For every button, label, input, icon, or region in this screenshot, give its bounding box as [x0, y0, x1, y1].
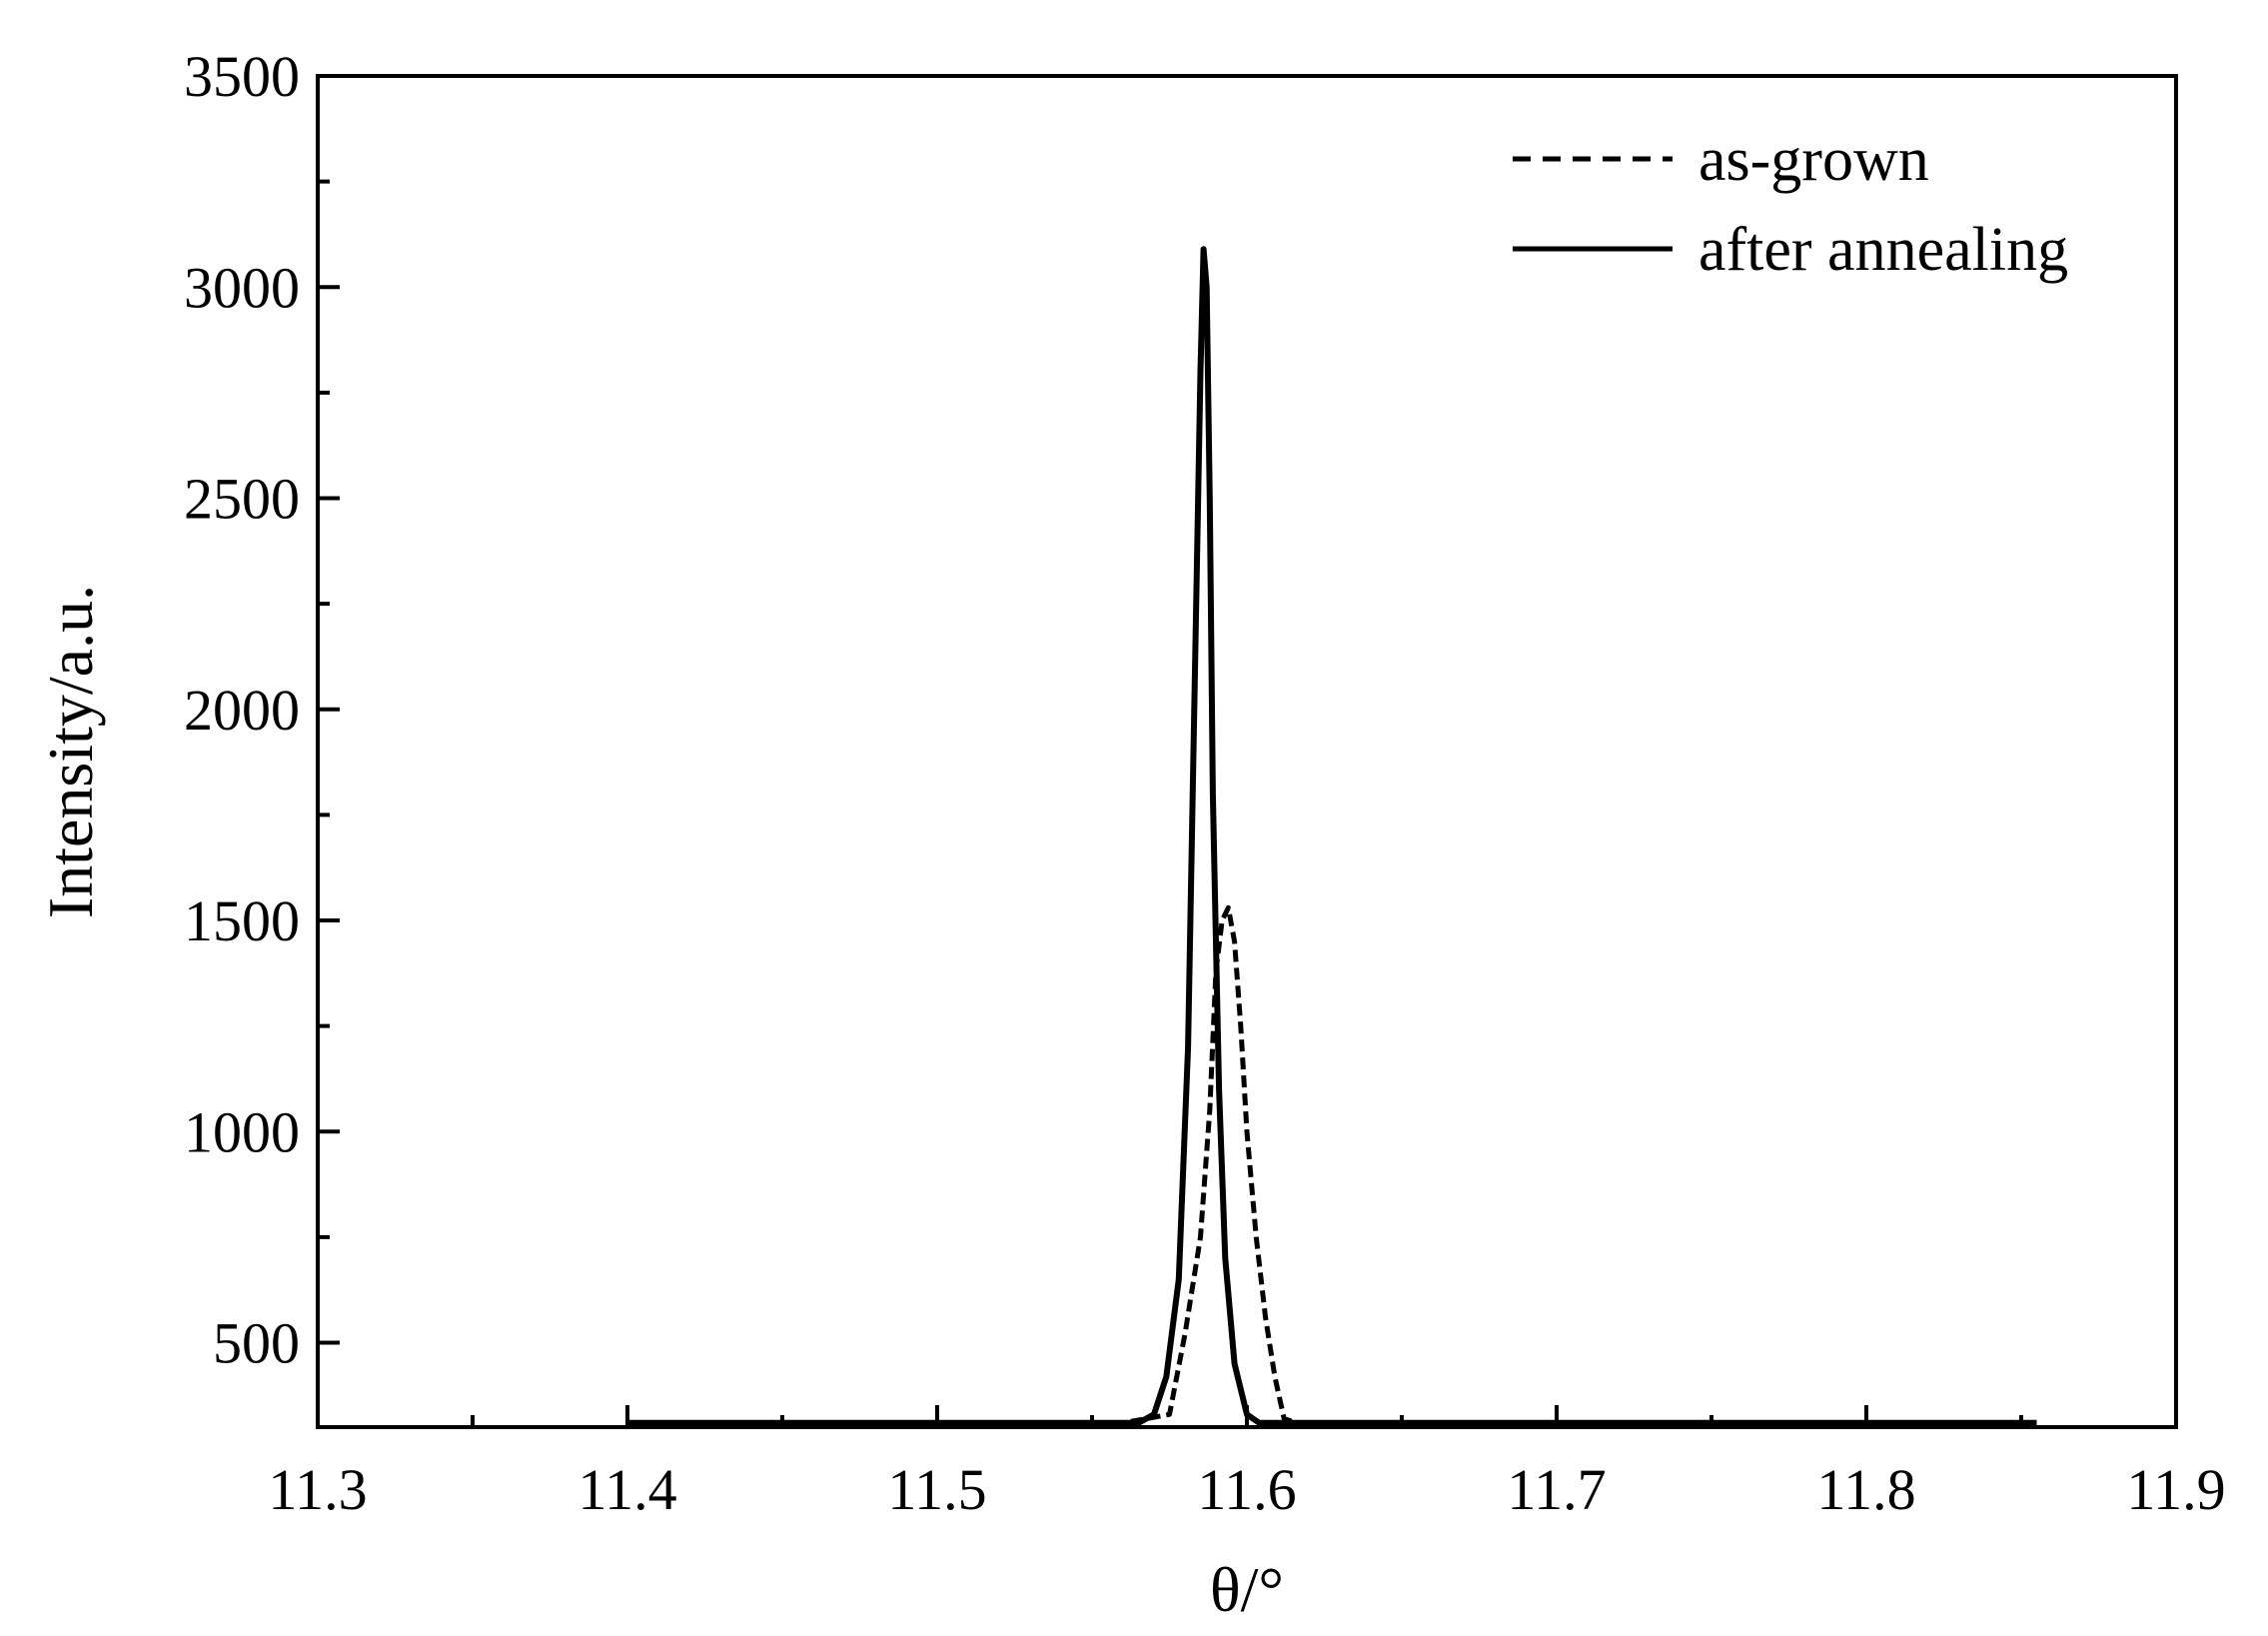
legend: as-grown after annealing	[1513, 126, 2068, 284]
legend-label-as-grown: as-grown	[1699, 126, 1929, 194]
x-tick-label: 11.8	[1816, 1457, 1915, 1522]
y-tick-label: 1500	[184, 888, 300, 953]
y-tick-label: 3500	[184, 44, 300, 109]
y-tick-label: 500	[213, 1311, 300, 1376]
y-tick-label: 2000	[184, 678, 300, 743]
y-tick-label: 2500	[184, 467, 300, 532]
legend-label-after-annealing: after annealing	[1699, 216, 2068, 284]
y-tick-label: 3000	[184, 255, 300, 320]
series-layer	[627, 246, 2037, 1426]
x-axis-title: θ/°	[1210, 1554, 1284, 1625]
x-tick-label: 11.4	[577, 1457, 676, 1522]
x-tick-label: 11.7	[1507, 1457, 1606, 1522]
x-tick-label: 11.9	[2126, 1457, 2225, 1522]
x-axis: 11.3 11.4 11.5 11.6 11.7 11.8 11.9	[268, 1405, 2226, 1522]
y-tick-label: 1000	[184, 1099, 300, 1164]
series-line-after-annealing	[627, 246, 2037, 1426]
x-tick-label: 11.6	[1197, 1457, 1296, 1522]
series-line-as-grown	[627, 904, 2037, 1426]
x-tick-label: 11.5	[887, 1457, 986, 1522]
y-axis: 500 1000 1500 2000 2500 3000 3500	[184, 44, 340, 1376]
y-axis-title: Intensity/a.u.	[35, 585, 106, 918]
x-tick-label: 11.3	[268, 1457, 367, 1522]
